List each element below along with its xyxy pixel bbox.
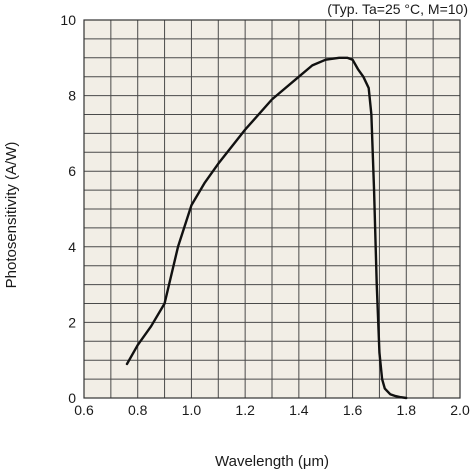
y-tick-label: 0 [68,390,76,406]
y-tick-label: 10 [60,12,76,28]
x-tick-label: 1.0 [182,402,202,418]
x-tick-label: 1.8 [397,402,417,418]
y-tick-label: 4 [68,239,76,255]
y-tick-label: 6 [68,163,76,179]
x-tick-label: 0.6 [74,402,94,418]
x-axis-label: Wavelength (μm) [215,453,329,470]
plot-frame [83,19,461,399]
x-tick-labels: 0.6 0.8 1.0 1.2 1.4 1.6 1.8 2.0 [74,402,470,418]
x-tick-label: 1.2 [235,402,255,418]
y-tick-labels: 0 2 4 6 8 10 [60,12,76,406]
x-tick-label: 1.6 [343,402,363,418]
y-axis-label: Photosensitivity (A/W) [3,142,20,289]
x-tick-label: 0.8 [128,402,148,418]
conditions-annotation: (Typ. Ta=25 °C, M=10) [327,1,468,17]
x-tick-label: 1.4 [289,402,309,418]
y-tick-label: 2 [68,314,76,330]
series-line [125,56,408,400]
x-tick-label: 2.0 [450,402,470,418]
y-tick-label: 8 [68,88,76,104]
